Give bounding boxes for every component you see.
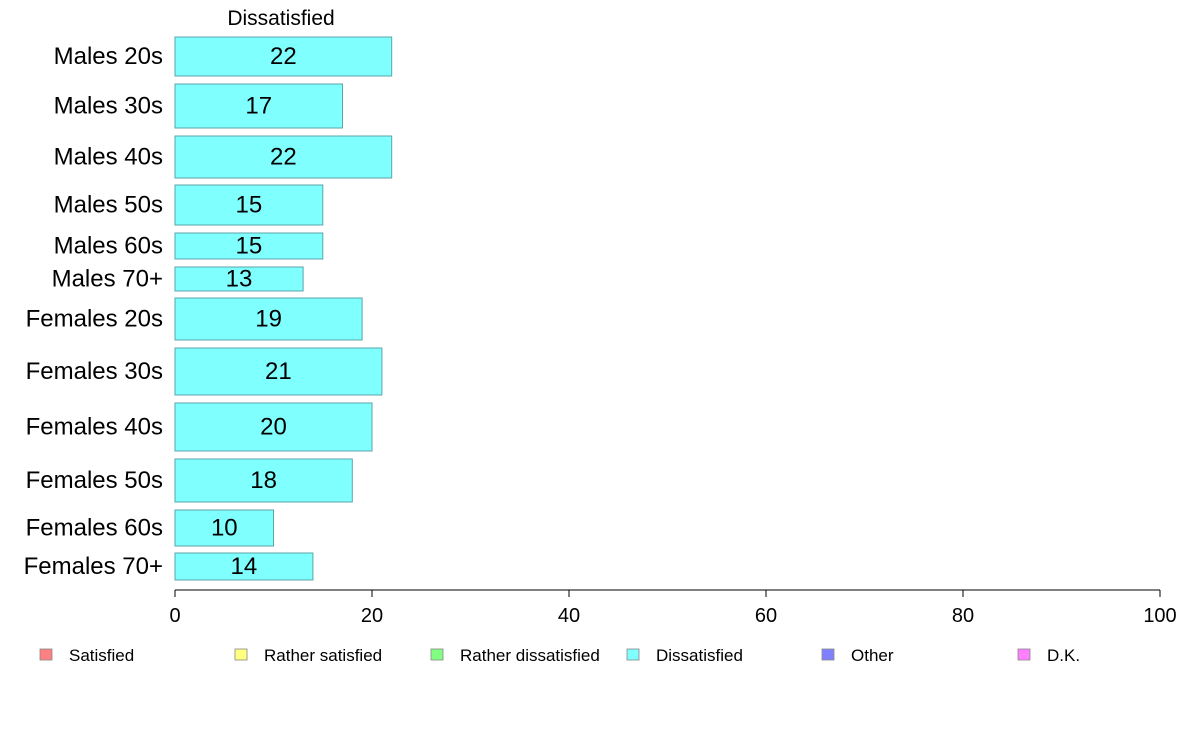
category-label: Females 30s (26, 358, 163, 385)
legend-label: Other (851, 646, 894, 665)
value-label: 13 (226, 266, 253, 293)
value-label: 19 (255, 306, 282, 333)
legend-label: Rather satisfied (264, 646, 382, 665)
legend-label: Dissatisfied (656, 646, 743, 665)
legend-swatch (1017, 648, 1031, 661)
category-label: Females 50s (26, 467, 163, 494)
category-label: Males 50s (54, 192, 163, 219)
bar-6 (174, 297, 363, 341)
bar-7 (174, 347, 383, 396)
x-tick-label: 60 (755, 605, 777, 627)
value-label: 22 (270, 144, 297, 171)
legend-label: Satisfied (69, 646, 134, 665)
bar-9 (174, 458, 353, 503)
bar-11 (174, 552, 314, 581)
bar-5 (174, 266, 304, 292)
value-label: 22 (270, 43, 297, 70)
bar-10 (174, 509, 274, 547)
category-label: Females 40s (26, 414, 163, 441)
legend: Satisfied Rather satisfied Rather dissatis… (39, 646, 1080, 665)
value-label: 15 (236, 192, 263, 219)
category-label: Males 40s (54, 144, 163, 171)
bar-8 (174, 402, 373, 452)
x-tick-label: 80 (952, 605, 974, 627)
category-label: Females 60s (26, 515, 163, 542)
x-tick-label: 40 (558, 605, 580, 627)
category-label: Males 60s (54, 233, 163, 260)
value-label: 15 (236, 233, 263, 260)
legend-label: Rather dissatisfied (460, 646, 600, 665)
bar-2 (174, 135, 393, 179)
legend-swatch (234, 648, 248, 661)
bar-1 (174, 83, 343, 129)
legend-swatch (430, 648, 444, 661)
x-tick-label: 100 (1143, 605, 1176, 627)
category-label: Males 30s (54, 93, 163, 120)
x-tick-label: 20 (361, 605, 383, 627)
legend-swatch (821, 648, 835, 661)
x-tick-label: 0 (169, 605, 180, 627)
legend-label: D.K. (1047, 646, 1080, 665)
value-label: 21 (265, 358, 292, 385)
category-label: Males 70+ (52, 266, 163, 293)
legend-swatch (39, 648, 53, 661)
value-label: 14 (231, 553, 258, 580)
category-labels: Males 20s Males 30s Males 40s Males 50s Male… (24, 43, 163, 580)
bars-group (174, 36, 393, 581)
category-label: Females 70+ (24, 553, 163, 580)
category-label: Males 20s (54, 43, 163, 70)
category-label: Females 20s (26, 306, 163, 333)
legend-swatch (626, 648, 640, 661)
value-label: 17 (245, 93, 272, 120)
panel-title: Dissatisfied (227, 7, 334, 30)
value-label: 18 (250, 467, 277, 494)
x-axis: 0 20 40 60 80 100 (169, 589, 1177, 627)
value-label: 10 (211, 515, 238, 542)
bar-3 (174, 184, 324, 226)
value-label: 20 (260, 414, 287, 441)
bar-0 (174, 36, 393, 77)
bar-4 (174, 232, 324, 260)
